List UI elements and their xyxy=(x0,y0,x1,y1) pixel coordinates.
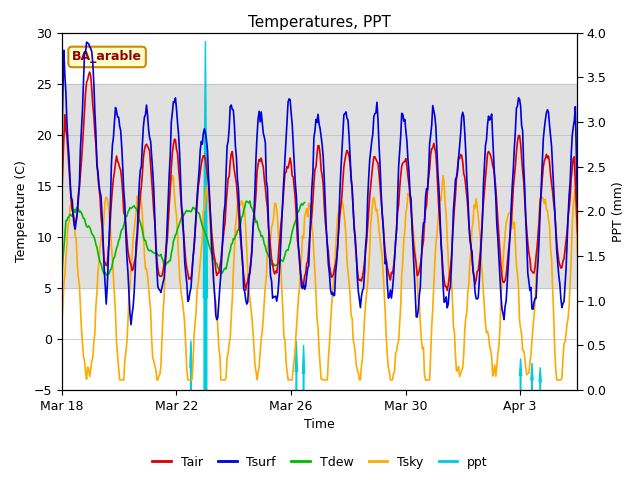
Legend: Tair, Tsurf, Tdew, Tsky, ppt: Tair, Tsurf, Tdew, Tsky, ppt xyxy=(147,451,493,474)
Text: BA_arable: BA_arable xyxy=(72,50,142,63)
Bar xyxy=(62,186,577,288)
Bar xyxy=(62,84,577,186)
X-axis label: Time: Time xyxy=(304,419,335,432)
Y-axis label: PPT (mm): PPT (mm) xyxy=(612,181,625,242)
Y-axis label: Temperature (C): Temperature (C) xyxy=(15,160,28,262)
Title: Temperatures, PPT: Temperatures, PPT xyxy=(248,15,391,30)
